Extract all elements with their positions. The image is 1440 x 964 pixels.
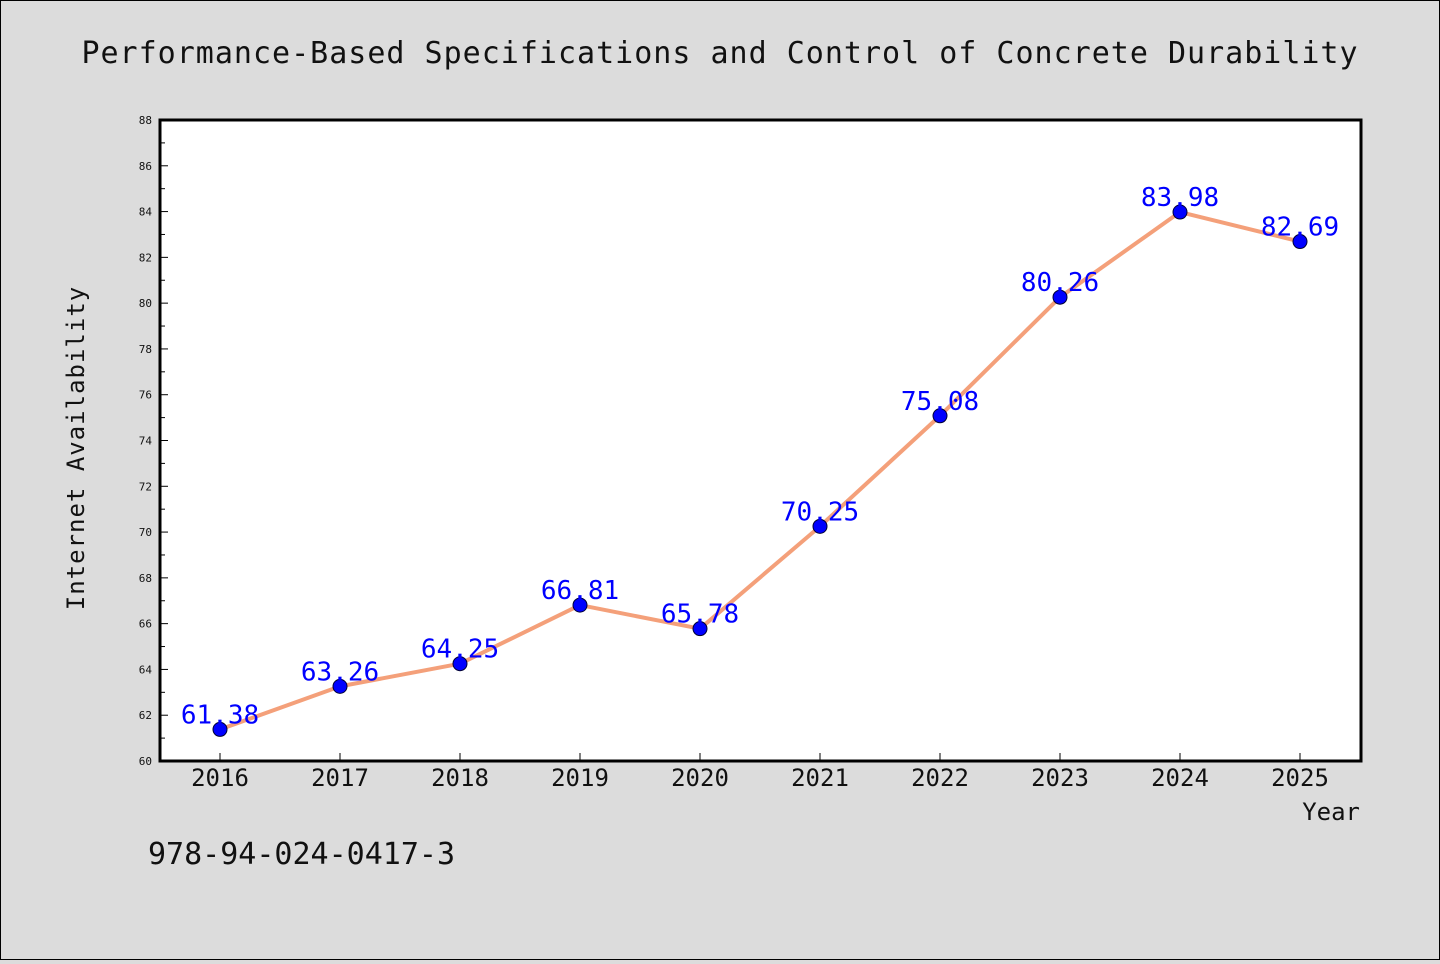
x-tick-label: 2021 [791, 764, 849, 792]
y-tick-label: 80 [139, 297, 152, 310]
x-axis: 2016 2017 2018 2019 2020 2021 2022 2023 2024 2025 [191, 753, 1329, 792]
y-tick-label: 66 [139, 618, 152, 631]
y-tick-label: 70 [139, 526, 152, 539]
x-tick-label: 2018 [431, 764, 489, 792]
data-label: 65.78 [661, 600, 739, 630]
x-tick-label: 2020 [671, 764, 729, 792]
y-tick-label: 82 [139, 251, 152, 264]
data-label: 80.26 [1021, 268, 1099, 298]
y-axis-label: Internet Availability [62, 286, 90, 610]
data-labels: 61.38 63.26 64.25 66.81 65.78 70.25 75.08 80.26… [181, 183, 1339, 730]
data-point [452, 656, 468, 672]
y-tick-label: 74 [139, 435, 153, 448]
data-point [572, 597, 588, 613]
data-point [212, 721, 228, 737]
data-label: 70.25 [781, 497, 859, 527]
x-tick-label: 2024 [1151, 764, 1209, 792]
series-line [219, 210, 1301, 732]
data-point [692, 621, 708, 637]
data-label: 83.98 [1141, 183, 1219, 213]
data-label: 61.38 [181, 700, 259, 730]
y-axis: 60 62 64 66 68 70 72 74 76 78 80 82 84 86 88 [139, 114, 168, 768]
y-tick-label: 64 [139, 663, 153, 676]
series-layer [212, 204, 1308, 737]
isbn-footnote: 978-94-024-0417-3 [148, 837, 455, 872]
y-tick-label: 76 [139, 389, 152, 402]
data-point [812, 518, 828, 534]
data-point [332, 678, 348, 694]
data-label: 75.08 [901, 387, 979, 417]
x-tick-label: 2019 [551, 764, 609, 792]
x-tick-label: 2016 [191, 764, 249, 792]
data-point [1292, 234, 1308, 250]
data-label: 82.69 [1261, 213, 1339, 243]
data-point [932, 408, 948, 424]
x-tick-label: 2022 [911, 764, 969, 792]
data-label: 66.81 [541, 576, 619, 606]
chart-title: Performance-Based Specifications and Con… [81, 36, 1358, 71]
data-label: 64.25 [421, 635, 499, 665]
x-axis-label: Year [1302, 798, 1360, 826]
y-tick-label: 78 [139, 343, 152, 356]
y-tick-label: 72 [139, 480, 152, 493]
y-tick-label: 60 [139, 755, 152, 768]
data-point [1172, 204, 1188, 220]
y-tick-label: 88 [139, 114, 152, 127]
y-tick-label: 86 [139, 160, 152, 173]
x-tick-label: 2023 [1031, 764, 1089, 792]
x-tick-label: 2017 [311, 764, 369, 792]
y-tick-label: 62 [139, 709, 152, 722]
data-label: 63.26 [301, 657, 379, 687]
y-tick-label: 68 [139, 572, 152, 585]
x-tick-label: 2025 [1271, 764, 1329, 792]
data-point [1052, 289, 1068, 305]
y-tick-label: 84 [139, 206, 153, 219]
